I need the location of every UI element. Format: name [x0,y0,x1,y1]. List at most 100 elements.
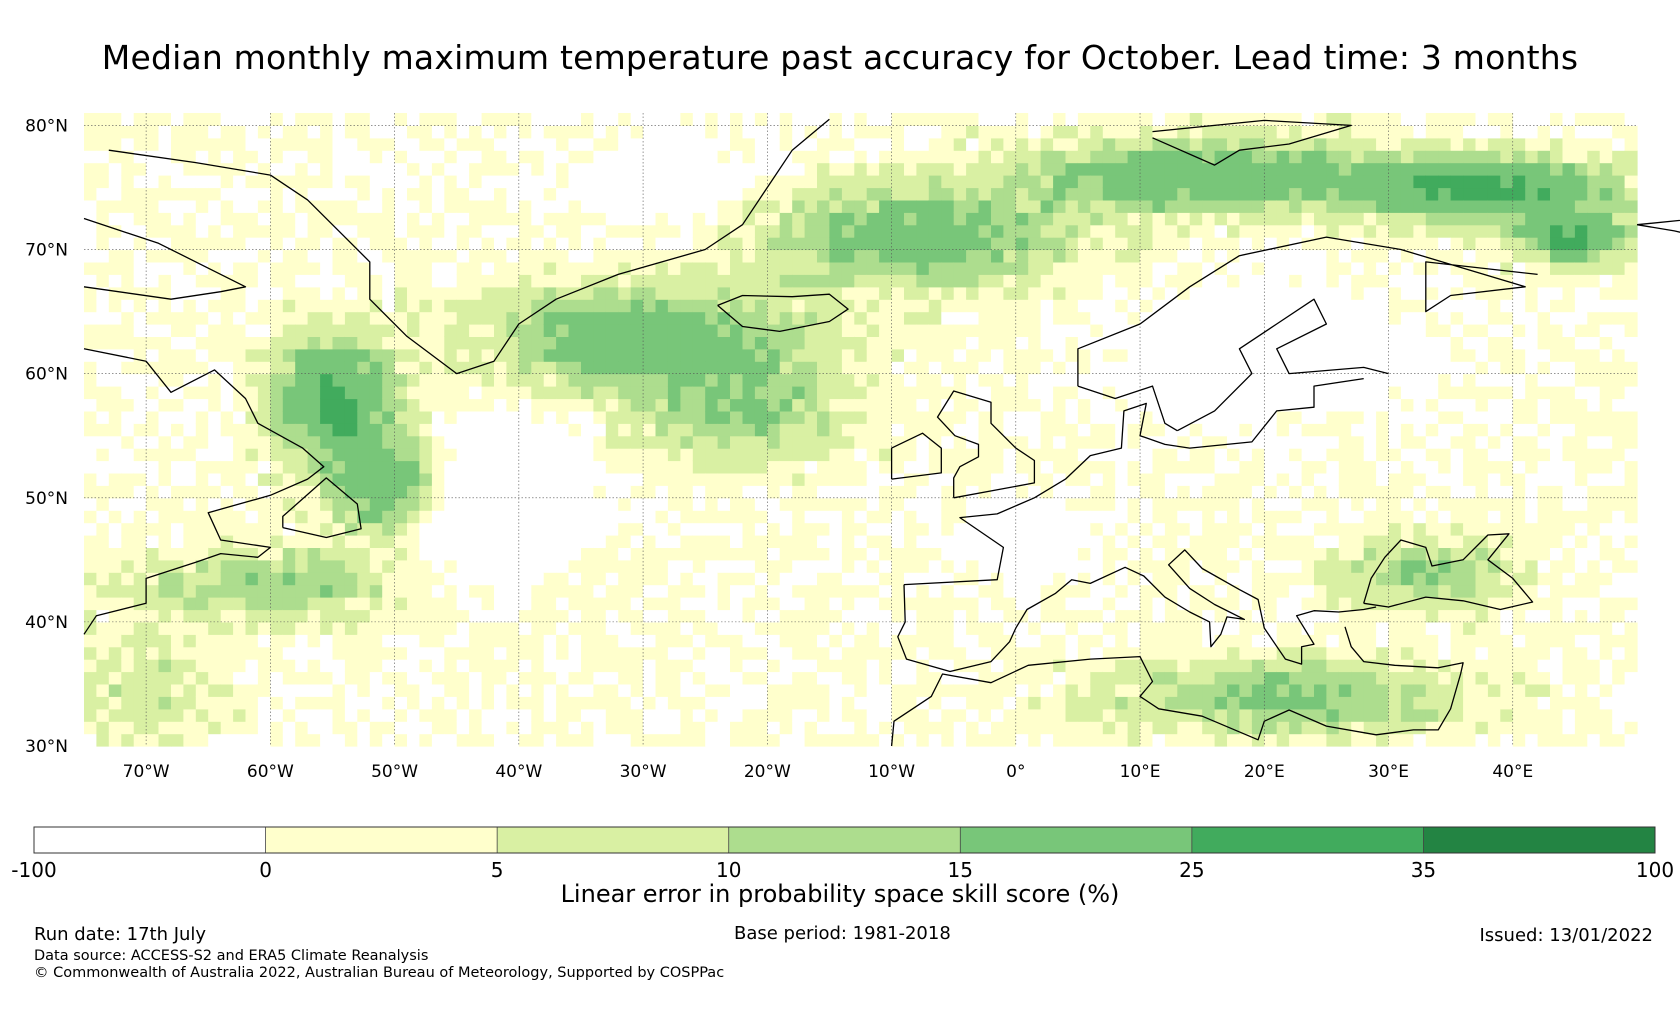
field-cell [891,547,905,561]
field-cell [146,187,160,201]
field-cell [978,286,992,300]
field-cell [332,733,346,747]
field-cell [941,659,955,673]
field-cell [307,187,321,201]
field-cell [369,708,383,722]
field-cell [928,485,942,499]
field-cell [1289,659,1303,673]
field-cell [817,423,830,437]
field-cell [382,708,396,722]
field-cell [1115,261,1129,275]
field-cell [419,584,433,598]
field-cell [692,683,706,697]
field-cell [705,249,719,263]
field-cell [183,249,197,263]
field-cell [804,423,818,437]
field-cell [829,460,843,474]
field-cell [1189,175,1203,189]
field-cell [742,646,756,660]
field-cell [966,286,980,300]
field-cell [1164,572,1178,586]
field-cell [655,708,669,722]
field-cell [605,646,619,660]
field-cell [1015,150,1029,164]
field-cell [1251,299,1265,313]
field-cell [817,113,830,126]
field-cell [730,584,743,598]
field-cell [742,448,756,462]
field-cell [953,348,967,362]
field-cell [531,212,545,226]
field-cell [469,597,483,611]
field-cell [866,386,880,400]
field-cell [928,522,942,536]
field-cell [320,597,334,611]
field-cell [692,324,706,337]
field-cell [332,199,346,213]
field-cell [792,609,806,623]
field-cell [407,187,420,201]
field-cell [891,696,905,710]
field-cell [133,150,147,164]
field-cell [195,485,209,499]
field-cell [1065,410,1079,424]
field-cell [84,348,97,362]
field-cell [121,175,135,189]
field-cell [146,485,160,499]
field-cell [817,274,830,288]
field-cell [556,187,570,201]
field-cell [879,175,893,189]
field-cell [133,199,147,213]
field-cell [767,497,781,511]
field-cell [717,659,731,673]
field-cell [891,286,905,300]
field-cell [643,237,657,251]
field-cell [444,212,458,226]
field-cell [568,634,582,648]
field-cell [879,212,893,226]
field-cell [581,621,594,635]
field-cell [257,584,271,598]
field-cell [183,460,197,474]
field-cell [481,274,495,288]
field-cell [618,472,632,486]
field-cell [1003,386,1017,400]
field-cell [456,621,470,635]
field-cell [928,510,942,524]
field-cell [854,175,868,189]
field-cell [754,510,768,524]
field-cell [643,733,657,747]
field-cell [630,497,644,511]
field-cell [1015,237,1029,251]
field-cell [593,646,607,660]
field-cell [966,485,980,499]
field-cell [208,671,222,685]
field-cell [568,497,582,511]
field-cell [1015,733,1029,747]
field-cell [605,721,619,735]
field-cell [1202,597,1216,611]
field-cell [556,696,570,710]
field-cell [1040,584,1054,598]
field-cell [518,522,532,536]
field-cell [1177,423,1191,437]
field-cell [233,224,247,238]
field-cell [581,212,594,226]
field-cell [941,522,955,536]
field-cell [84,547,97,561]
field-cell [953,410,967,424]
field-cell [332,435,346,449]
field-cell [1102,485,1116,499]
field-cell [618,150,632,164]
field-cell [643,485,657,499]
field-cell [1053,597,1067,611]
field-cell [593,324,607,337]
field-cell [1015,311,1029,325]
field-cell [494,175,507,189]
field-cell [568,522,582,536]
field-cell [431,249,445,263]
field-cell [307,535,321,548]
field-cell [195,261,209,275]
field-cell [866,597,880,611]
field-cell [506,386,520,400]
